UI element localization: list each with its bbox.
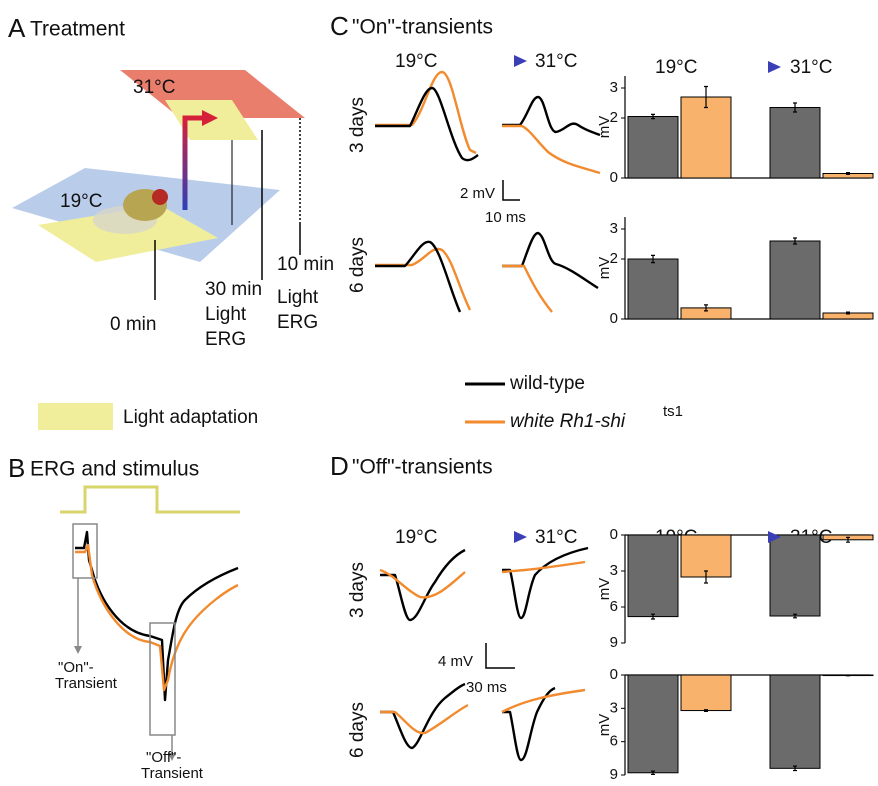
panel-letter: D (330, 451, 349, 481)
row-label: 6 days (347, 237, 368, 293)
legend-label: white Rh1-shi (510, 411, 626, 432)
scale-label: 10 ms (485, 209, 526, 226)
erg-label: ERG (277, 312, 318, 333)
bar (770, 675, 820, 768)
y-tick-label: 3 (610, 220, 618, 237)
erg-diagram (60, 487, 240, 761)
panel-letter: A (8, 13, 26, 43)
time-label: 0 min (110, 314, 156, 335)
scale-label: 4 mV (438, 653, 473, 670)
row-label: 3 days (347, 562, 368, 618)
y-axis-label: mV (596, 714, 613, 737)
legend-label: wild-type (509, 373, 585, 394)
panel-letter: B (8, 453, 25, 483)
category-label: 19°C (655, 57, 697, 78)
row-label: 6 days (347, 702, 368, 758)
cold-label: 19°C (60, 191, 102, 212)
panel-letter: C (330, 11, 349, 41)
y-tick-label: 9 (610, 634, 618, 651)
category-label: 31°C (790, 57, 832, 78)
y-axis-label: mV (596, 578, 613, 601)
y-axis-label: mV (596, 257, 613, 280)
adaptation-legend: Light adaptation (123, 407, 258, 428)
temp-label: 19°C (395, 51, 437, 72)
y-tick-label: 0 (610, 666, 618, 683)
time-label: 30 min (205, 279, 262, 300)
temp-label: 31°C (535, 51, 577, 72)
light-label: Light (277, 287, 319, 308)
time-label: 10 min (277, 254, 334, 275)
row-label: 3 days (347, 97, 368, 153)
bar (628, 259, 678, 319)
legend-superscript: ts1 (663, 403, 683, 420)
y-tick-label: 3 (610, 562, 618, 579)
figure: A Treatment 31°C 19°C 0 min 30 min Light… (0, 0, 878, 781)
bar (770, 241, 820, 319)
y-tick-label: 9 (610, 766, 618, 781)
y-tick-label: 0 (610, 526, 618, 543)
off-label: Transient (141, 765, 204, 781)
temp-label: 31°C (535, 527, 577, 548)
traces-c (375, 72, 600, 668)
erg-label: ERG (205, 329, 246, 350)
on-label: "On"- (58, 659, 94, 676)
bar (770, 108, 820, 179)
y-tick-label: 3 (610, 79, 618, 96)
on-label: Transient (55, 675, 118, 692)
treatment-diagram (12, 70, 305, 300)
y-axis-label: mV (596, 116, 613, 139)
bar (770, 535, 820, 616)
panel-title: Treatment (30, 18, 125, 41)
panel-title: "Off"-transients (352, 456, 493, 479)
scale-label: 30 ms (466, 679, 507, 696)
bar (628, 675, 678, 773)
temp-label: 19°C (395, 527, 437, 548)
bar (681, 675, 731, 711)
off-label: "Off"- (146, 749, 181, 766)
y-tick-label: 0 (610, 310, 618, 327)
temp-arrow (478, 531, 527, 543)
hot-label: 31°C (133, 77, 175, 98)
bar (628, 535, 678, 617)
traces-d (380, 548, 588, 760)
panel-title: "On"-transients (352, 16, 493, 39)
adaptation-swatch (38, 403, 113, 430)
bar (681, 97, 731, 178)
y-tick-label: 0 (610, 169, 618, 186)
light-label: Light (205, 304, 247, 325)
bar (628, 117, 678, 179)
temp-arrow-head (768, 61, 781, 73)
panel-title: ERG and stimulus (30, 458, 199, 481)
scale-label: 2 mV (460, 185, 495, 202)
temp-arrow (478, 55, 527, 67)
